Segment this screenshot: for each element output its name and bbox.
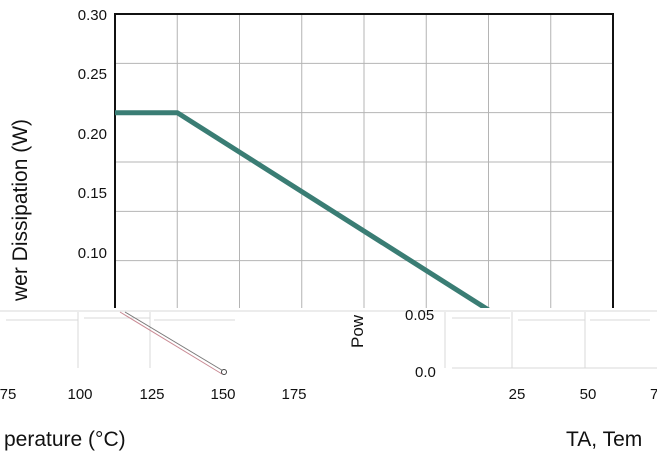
ghost-fragments	[0, 310, 657, 369]
y-tick-label: 0.15	[78, 185, 107, 202]
x-tick-label: 75	[0, 386, 16, 403]
blank-band	[0, 308, 657, 368]
y-tick-label: 0.30	[78, 7, 107, 24]
ghost-line-echo	[124, 311, 226, 373]
y-tick-label: 0.10	[78, 245, 107, 262]
x-tick-labels-right: 25 50 7	[509, 386, 657, 403]
x-tick-labels: 75 100 125 150 175	[0, 386, 307, 403]
ghost-y-tick-label: 0.05	[405, 307, 434, 324]
gridlines	[115, 14, 613, 310]
x-tick-label: 100	[67, 386, 92, 403]
ghost-line-end	[221, 369, 227, 375]
y-tick-label: 0.25	[78, 66, 107, 83]
x-axis-label-right: TA, Tem	[566, 428, 642, 451]
x-tick-label: 175	[281, 386, 306, 403]
x-tick-label: 7	[650, 386, 657, 403]
series-line	[115, 110, 490, 310]
x-tick-label: 50	[580, 386, 597, 403]
ghost-line-echo-thin	[119, 311, 223, 375]
y-tick-labels: 0.30 0.25 0.20 0.15 0.10 0.05	[78, 7, 107, 322]
y-tick-label: 0.20	[78, 126, 107, 143]
ghost-ylabel-fragment: Pow	[348, 314, 367, 348]
x-axis-label-left: perature (°C)	[4, 428, 126, 451]
x-tick-label: 25	[509, 386, 526, 403]
ghost-y-tick-zero: 0.0	[415, 364, 436, 381]
y-axis-label: wer Dissipation (W)	[9, 119, 32, 302]
x-tick-label: 125	[139, 386, 164, 403]
x-tick-label: 150	[210, 386, 235, 403]
